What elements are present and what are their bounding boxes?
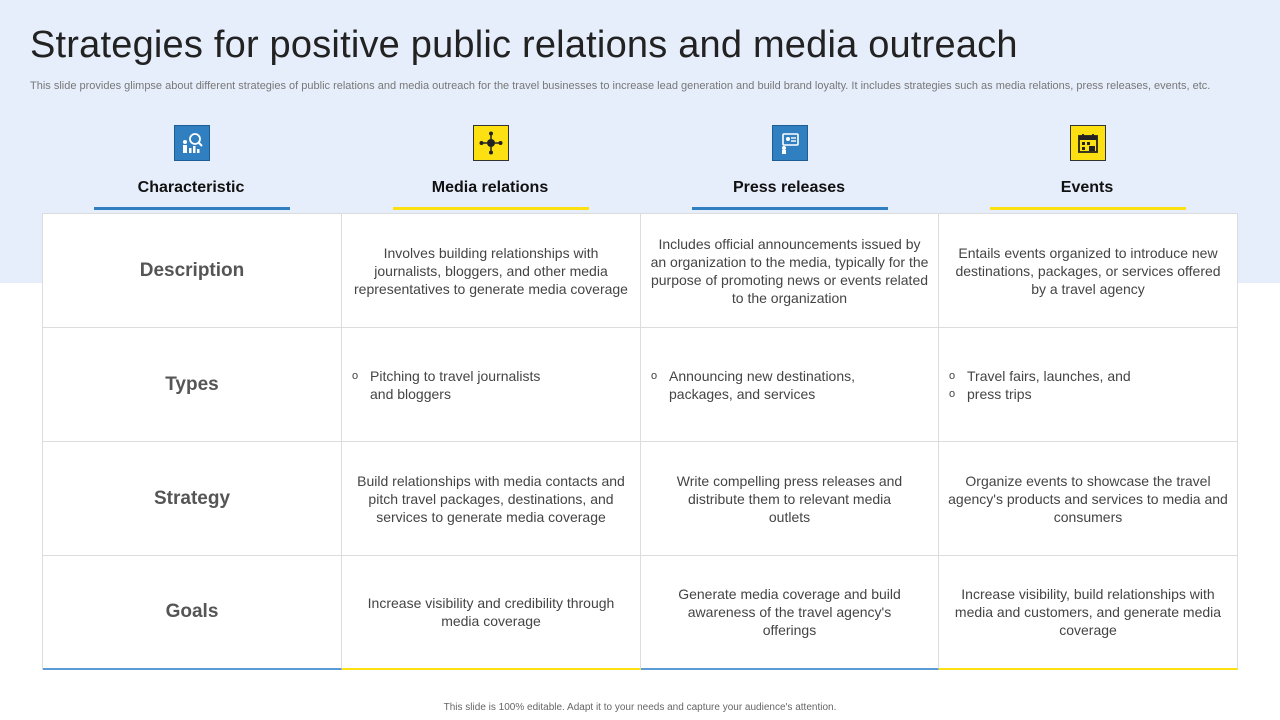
bullet-list: o Pitching to travel journalists and blo… [352, 367, 560, 403]
network-people-icon [473, 125, 509, 161]
table-cell: Write compelling press releases and dist… [641, 442, 939, 556]
bullet-marker: o [651, 369, 658, 382]
bullet-text: press trips [967, 385, 1032, 402]
table-cell: Includes official announcements issued b… [641, 214, 939, 328]
press-release-icon [772, 125, 808, 161]
table-cell: Increase visibility, build relationships… [939, 556, 1238, 670]
page-title: Strategies for positive public relations… [30, 24, 1018, 66]
page-subtitle: This slide provides glimpse about differ… [30, 80, 1211, 92]
row-label-description: Description [43, 214, 342, 328]
column-underline [990, 207, 1186, 210]
column-label: Media relations [431, 179, 549, 196]
table-cell: Entails events organized to introduce ne… [939, 214, 1238, 328]
column-header-media-relations: Media relations [341, 125, 639, 213]
table-cell-bullets: o Announcing new destinations, packages,… [641, 328, 939, 442]
calendar-icon [1070, 125, 1106, 161]
table-cell: Increase visibility and credibility thro… [342, 556, 641, 670]
bullet-marker: o [949, 387, 956, 400]
table-cell: Organize events to showcase the travel a… [939, 442, 1238, 556]
row-label-strategy: Strategy [43, 442, 342, 556]
bullet-marker: o [352, 369, 359, 382]
bullet-list: o Travel fairs, launches, and o press tr… [949, 367, 1131, 403]
row-label-types: Types [43, 328, 342, 442]
bullet-item: o Travel fairs, launches, and [949, 367, 1131, 385]
table-cell: Generate media coverage and build awaren… [641, 556, 939, 670]
footer-note: This slide is 100% editable. Adapt it to… [443, 702, 837, 713]
bullet-text: Announcing new destinations, packages, a… [669, 367, 856, 402]
analytics-person-icon [174, 125, 210, 161]
strategy-table: Description Involves building relationsh… [42, 213, 1238, 670]
column-label: Press releases [732, 179, 846, 196]
table-cell: Involves building relationships with jou… [342, 214, 641, 328]
bullet-item: o Pitching to travel journalists and blo… [352, 367, 560, 403]
table-cell-bullets: o Travel fairs, launches, and o press tr… [939, 328, 1238, 442]
row-label-goals: Goals [43, 556, 342, 670]
bullet-text: Travel fairs, launches, and [967, 367, 1131, 384]
column-header-press-releases: Press releases [640, 125, 938, 213]
bullet-list: o Announcing new destinations, packages,… [651, 367, 874, 403]
column-label: Events [1060, 179, 1114, 196]
table-cell: Build relationships with media contacts … [342, 442, 641, 556]
table-cell-bullets: o Pitching to travel journalists and blo… [342, 328, 641, 442]
bullet-marker: o [949, 369, 956, 382]
column-header-events: Events [938, 125, 1236, 213]
column-underline [692, 207, 888, 210]
column-underline [393, 207, 589, 210]
bullet-item: o Announcing new destinations, packages,… [651, 367, 874, 403]
bullet-text: Pitching to travel journalists and blogg… [370, 367, 541, 402]
column-header-characteristic: Characteristic [42, 125, 340, 213]
bullet-item: o press trips [949, 385, 1131, 403]
column-label: Characteristic [137, 179, 245, 196]
column-underline [94, 207, 290, 210]
